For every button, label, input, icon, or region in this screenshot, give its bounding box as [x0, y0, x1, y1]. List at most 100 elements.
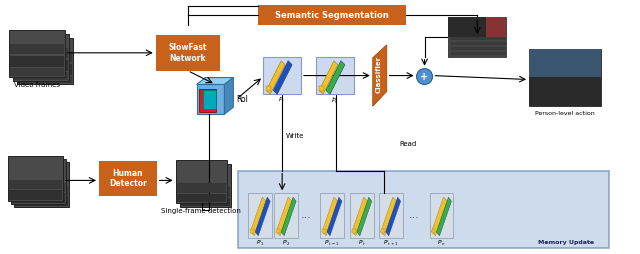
Bar: [381, 229, 385, 233]
Text: Classifier: Classifier: [376, 56, 381, 93]
Polygon shape: [327, 197, 342, 236]
Bar: [266, 86, 271, 91]
Bar: [250, 229, 254, 233]
Bar: [12, 183, 65, 192]
Text: Read: Read: [399, 141, 417, 147]
Text: Semantic Segmentation: Semantic Segmentation: [275, 11, 389, 20]
Bar: [14, 48, 68, 58]
Bar: [8, 156, 63, 201]
Text: Person-level action: Person-level action: [535, 111, 595, 116]
Text: $P'_1$: $P'_1$: [256, 239, 265, 248]
Bar: [10, 30, 65, 76]
Text: ...: ...: [409, 210, 420, 220]
Text: $P_t$: $P_t$: [278, 95, 286, 104]
Bar: [17, 38, 73, 85]
Polygon shape: [273, 61, 292, 94]
Text: $P'_{t-1}$: $P'_{t-1}$: [324, 239, 340, 248]
Polygon shape: [322, 197, 338, 236]
Bar: [180, 164, 232, 207]
Bar: [12, 193, 65, 203]
Circle shape: [417, 69, 433, 85]
Bar: [10, 56, 64, 67]
Bar: [431, 229, 435, 233]
Bar: [19, 52, 72, 62]
Bar: [19, 64, 72, 75]
Bar: [451, 47, 506, 50]
Bar: [276, 229, 280, 233]
Bar: [316, 57, 354, 94]
Bar: [379, 193, 403, 238]
Text: ...: ...: [301, 210, 312, 220]
Bar: [274, 193, 298, 238]
Bar: [320, 193, 344, 238]
Bar: [10, 68, 64, 76]
Text: $P'_{t+1}$: $P'_{t+1}$: [383, 239, 398, 248]
Text: SlowFast
Network: SlowFast Network: [168, 43, 207, 62]
Polygon shape: [319, 61, 338, 94]
Bar: [177, 183, 227, 193]
Polygon shape: [431, 197, 447, 236]
Polygon shape: [352, 197, 368, 236]
Bar: [202, 90, 216, 109]
Bar: [15, 196, 68, 206]
Text: Human
Detector: Human Detector: [109, 169, 147, 188]
Bar: [259, 5, 406, 25]
Bar: [449, 17, 486, 37]
Bar: [10, 180, 62, 189]
Bar: [19, 76, 72, 84]
Bar: [451, 37, 506, 40]
Polygon shape: [255, 197, 270, 236]
Bar: [180, 187, 230, 197]
Bar: [177, 194, 227, 202]
Text: +: +: [420, 72, 429, 82]
Bar: [429, 193, 453, 238]
Text: Memory Update: Memory Update: [538, 240, 594, 245]
Bar: [99, 161, 157, 196]
Bar: [175, 160, 227, 203]
Bar: [14, 60, 68, 71]
Polygon shape: [281, 197, 296, 236]
Bar: [451, 52, 506, 55]
Text: $P'_n$: $P'_n$: [437, 239, 446, 248]
Text: RoI: RoI: [236, 95, 248, 104]
Polygon shape: [225, 77, 234, 114]
Bar: [352, 229, 356, 233]
Bar: [449, 37, 506, 57]
Bar: [451, 42, 506, 45]
Polygon shape: [386, 197, 401, 236]
Bar: [350, 193, 374, 238]
Bar: [14, 162, 69, 207]
Bar: [449, 17, 506, 57]
Bar: [486, 17, 506, 37]
Bar: [10, 44, 64, 54]
Bar: [198, 89, 216, 112]
Polygon shape: [250, 197, 266, 236]
Bar: [248, 193, 272, 238]
Polygon shape: [266, 61, 285, 94]
Polygon shape: [326, 61, 345, 94]
Text: Single-frame detection: Single-frame detection: [161, 208, 241, 214]
Bar: [529, 49, 601, 106]
Text: Write: Write: [286, 133, 305, 139]
Polygon shape: [381, 197, 397, 236]
Text: $P'_t$: $P'_t$: [358, 239, 366, 248]
Bar: [238, 170, 609, 248]
Bar: [263, 57, 301, 94]
Text: $\hat{P}_t$: $\hat{P}_t$: [331, 95, 339, 106]
Bar: [529, 76, 601, 106]
Bar: [180, 198, 230, 206]
Bar: [12, 159, 66, 204]
Bar: [156, 35, 220, 71]
Text: $P'_2$: $P'_2$: [282, 239, 291, 248]
Bar: [322, 229, 326, 233]
Bar: [10, 190, 62, 200]
Polygon shape: [372, 45, 387, 106]
Bar: [13, 34, 69, 81]
Polygon shape: [436, 197, 451, 236]
Bar: [319, 86, 324, 91]
Bar: [529, 49, 601, 76]
Bar: [196, 85, 225, 114]
Bar: [14, 72, 68, 80]
Bar: [15, 186, 68, 195]
Polygon shape: [357, 197, 372, 236]
